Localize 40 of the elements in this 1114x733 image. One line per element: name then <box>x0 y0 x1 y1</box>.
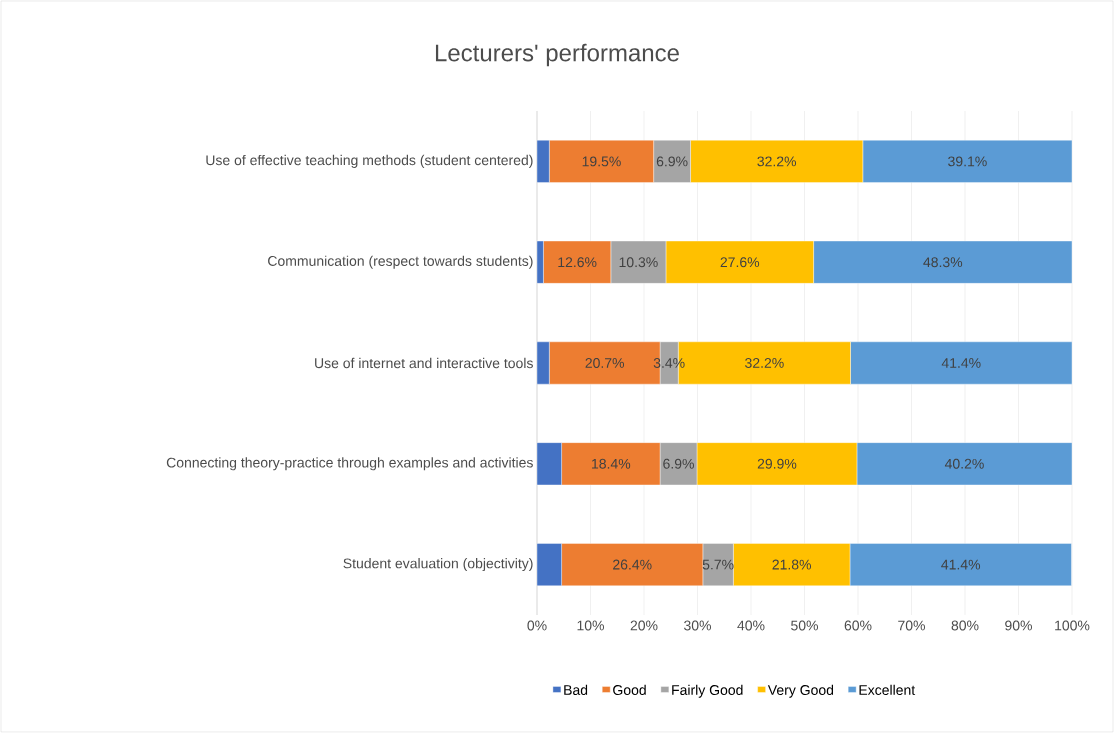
x-tick-label: 10% <box>577 620 605 631</box>
data-label: 41.4% <box>941 358 981 368</box>
data-label: 18.4% <box>592 458 631 469</box>
data-label: 29.9% <box>757 458 797 469</box>
data-label: 20.7% <box>585 358 625 368</box>
data-label: 6.9% <box>663 458 694 469</box>
data-label: 41.4% <box>941 559 981 570</box>
data-label: 32.2% <box>757 156 797 167</box>
legend-label: Very Good <box>767 684 834 698</box>
legend-label: Excellent <box>859 684 916 695</box>
data-label: 19.5% <box>582 156 621 167</box>
x-tick-label: 80% <box>951 620 979 631</box>
data-label: 6.9% <box>656 156 688 167</box>
data-label: 48.3% <box>923 257 963 268</box>
data-label: 21.8% <box>772 559 812 570</box>
data-label: 39.1% <box>948 156 987 167</box>
x-tick-label: 90% <box>1005 620 1033 631</box>
y-tick-label: Student evaluation (objectivity) <box>343 558 533 572</box>
data-label: 26.4% <box>613 559 652 570</box>
y-tick-label: Use of effective teaching methods (student centered) <box>206 154 533 168</box>
x-tick-label: 70% <box>898 620 926 631</box>
x-tick-label: 40% <box>737 620 765 631</box>
y-tick-label: Use of internet and interactive tools <box>315 357 533 369</box>
data-label: 40.2% <box>944 458 984 469</box>
y-tick-label: Communication (respect towards students) <box>268 255 533 269</box>
x-tick-label: 50% <box>791 620 819 631</box>
data-label: 27.6% <box>720 257 760 268</box>
x-tick-label: 100% <box>1055 620 1090 631</box>
legend-label: Bad <box>564 684 588 695</box>
legend-label: Good <box>613 684 646 695</box>
chart-title: Lecturers' performance <box>435 43 679 67</box>
x-tick-label: 20% <box>630 620 658 631</box>
data-label: 32.2% <box>745 358 784 368</box>
legend-label: Fairly Good <box>672 684 743 698</box>
y-tick-label: Connecting theory-practice through examples and activities <box>166 457 533 471</box>
data-label: 10.3% <box>619 257 658 268</box>
x-tick-label: 0% <box>527 620 547 631</box>
x-tick-label: 60% <box>844 620 872 631</box>
x-tick-label: 30% <box>684 620 712 631</box>
data-label: 12.6% <box>558 257 597 268</box>
